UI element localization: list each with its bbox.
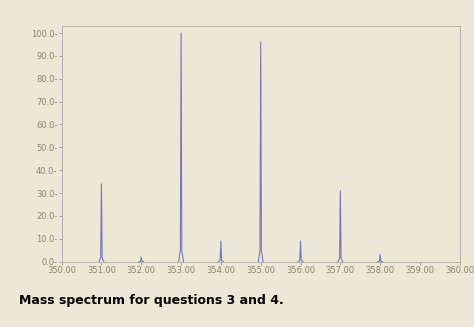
Text: Mass spectrum for questions 3 and 4.: Mass spectrum for questions 3 and 4. [19, 294, 284, 307]
